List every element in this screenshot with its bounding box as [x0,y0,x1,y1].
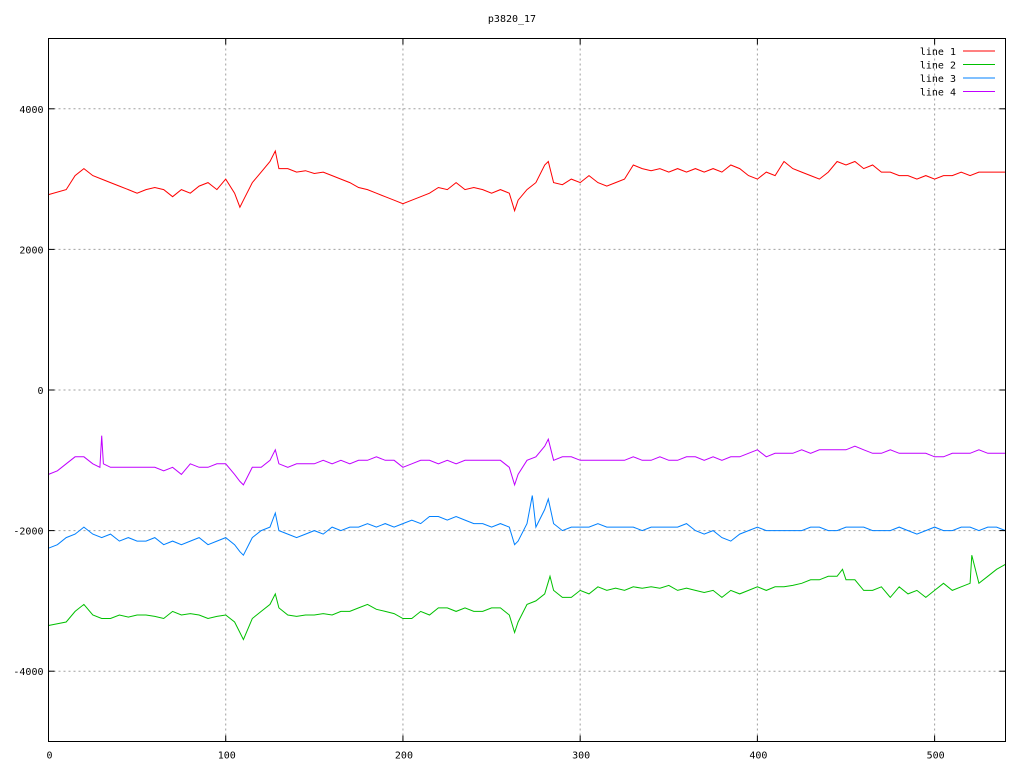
y-tick-label: 2000 [19,245,43,256]
legend-label-2: line 2 [920,61,956,72]
plot-frame [48,38,1006,742]
legend-label-4: line 4 [920,88,956,99]
y-tick-label: -4000 [13,667,43,678]
legend-label-3: line 3 [920,74,956,85]
legend: line 1 line 2 line 3 line 4 [920,47,995,99]
x-tick-label: 200 [395,751,413,762]
x-tick-label: 0 [46,751,52,762]
y-tick-label: 4000 [19,105,43,116]
grid [48,38,1006,742]
series-line-4 [48,435,1006,487]
series-line-3 [48,495,1006,557]
axis-ticks: 0 100 200 300 400 500 -4000 -2000 0 2000 4000 [13,38,1006,762]
y-tick-label: 0 [37,386,43,397]
chart-title: p3820_17 [488,14,536,25]
x-tick-label: 300 [572,751,590,762]
x-tick-label: 500 [927,751,945,762]
x-tick-label: 400 [749,751,767,762]
series-line-1 [48,149,1006,213]
series-lines [48,149,1006,641]
legend-label-1: line 1 [920,47,956,58]
y-tick-label: -2000 [13,527,43,538]
series-line-2 [48,555,1006,641]
x-tick-label: 100 [218,751,236,762]
